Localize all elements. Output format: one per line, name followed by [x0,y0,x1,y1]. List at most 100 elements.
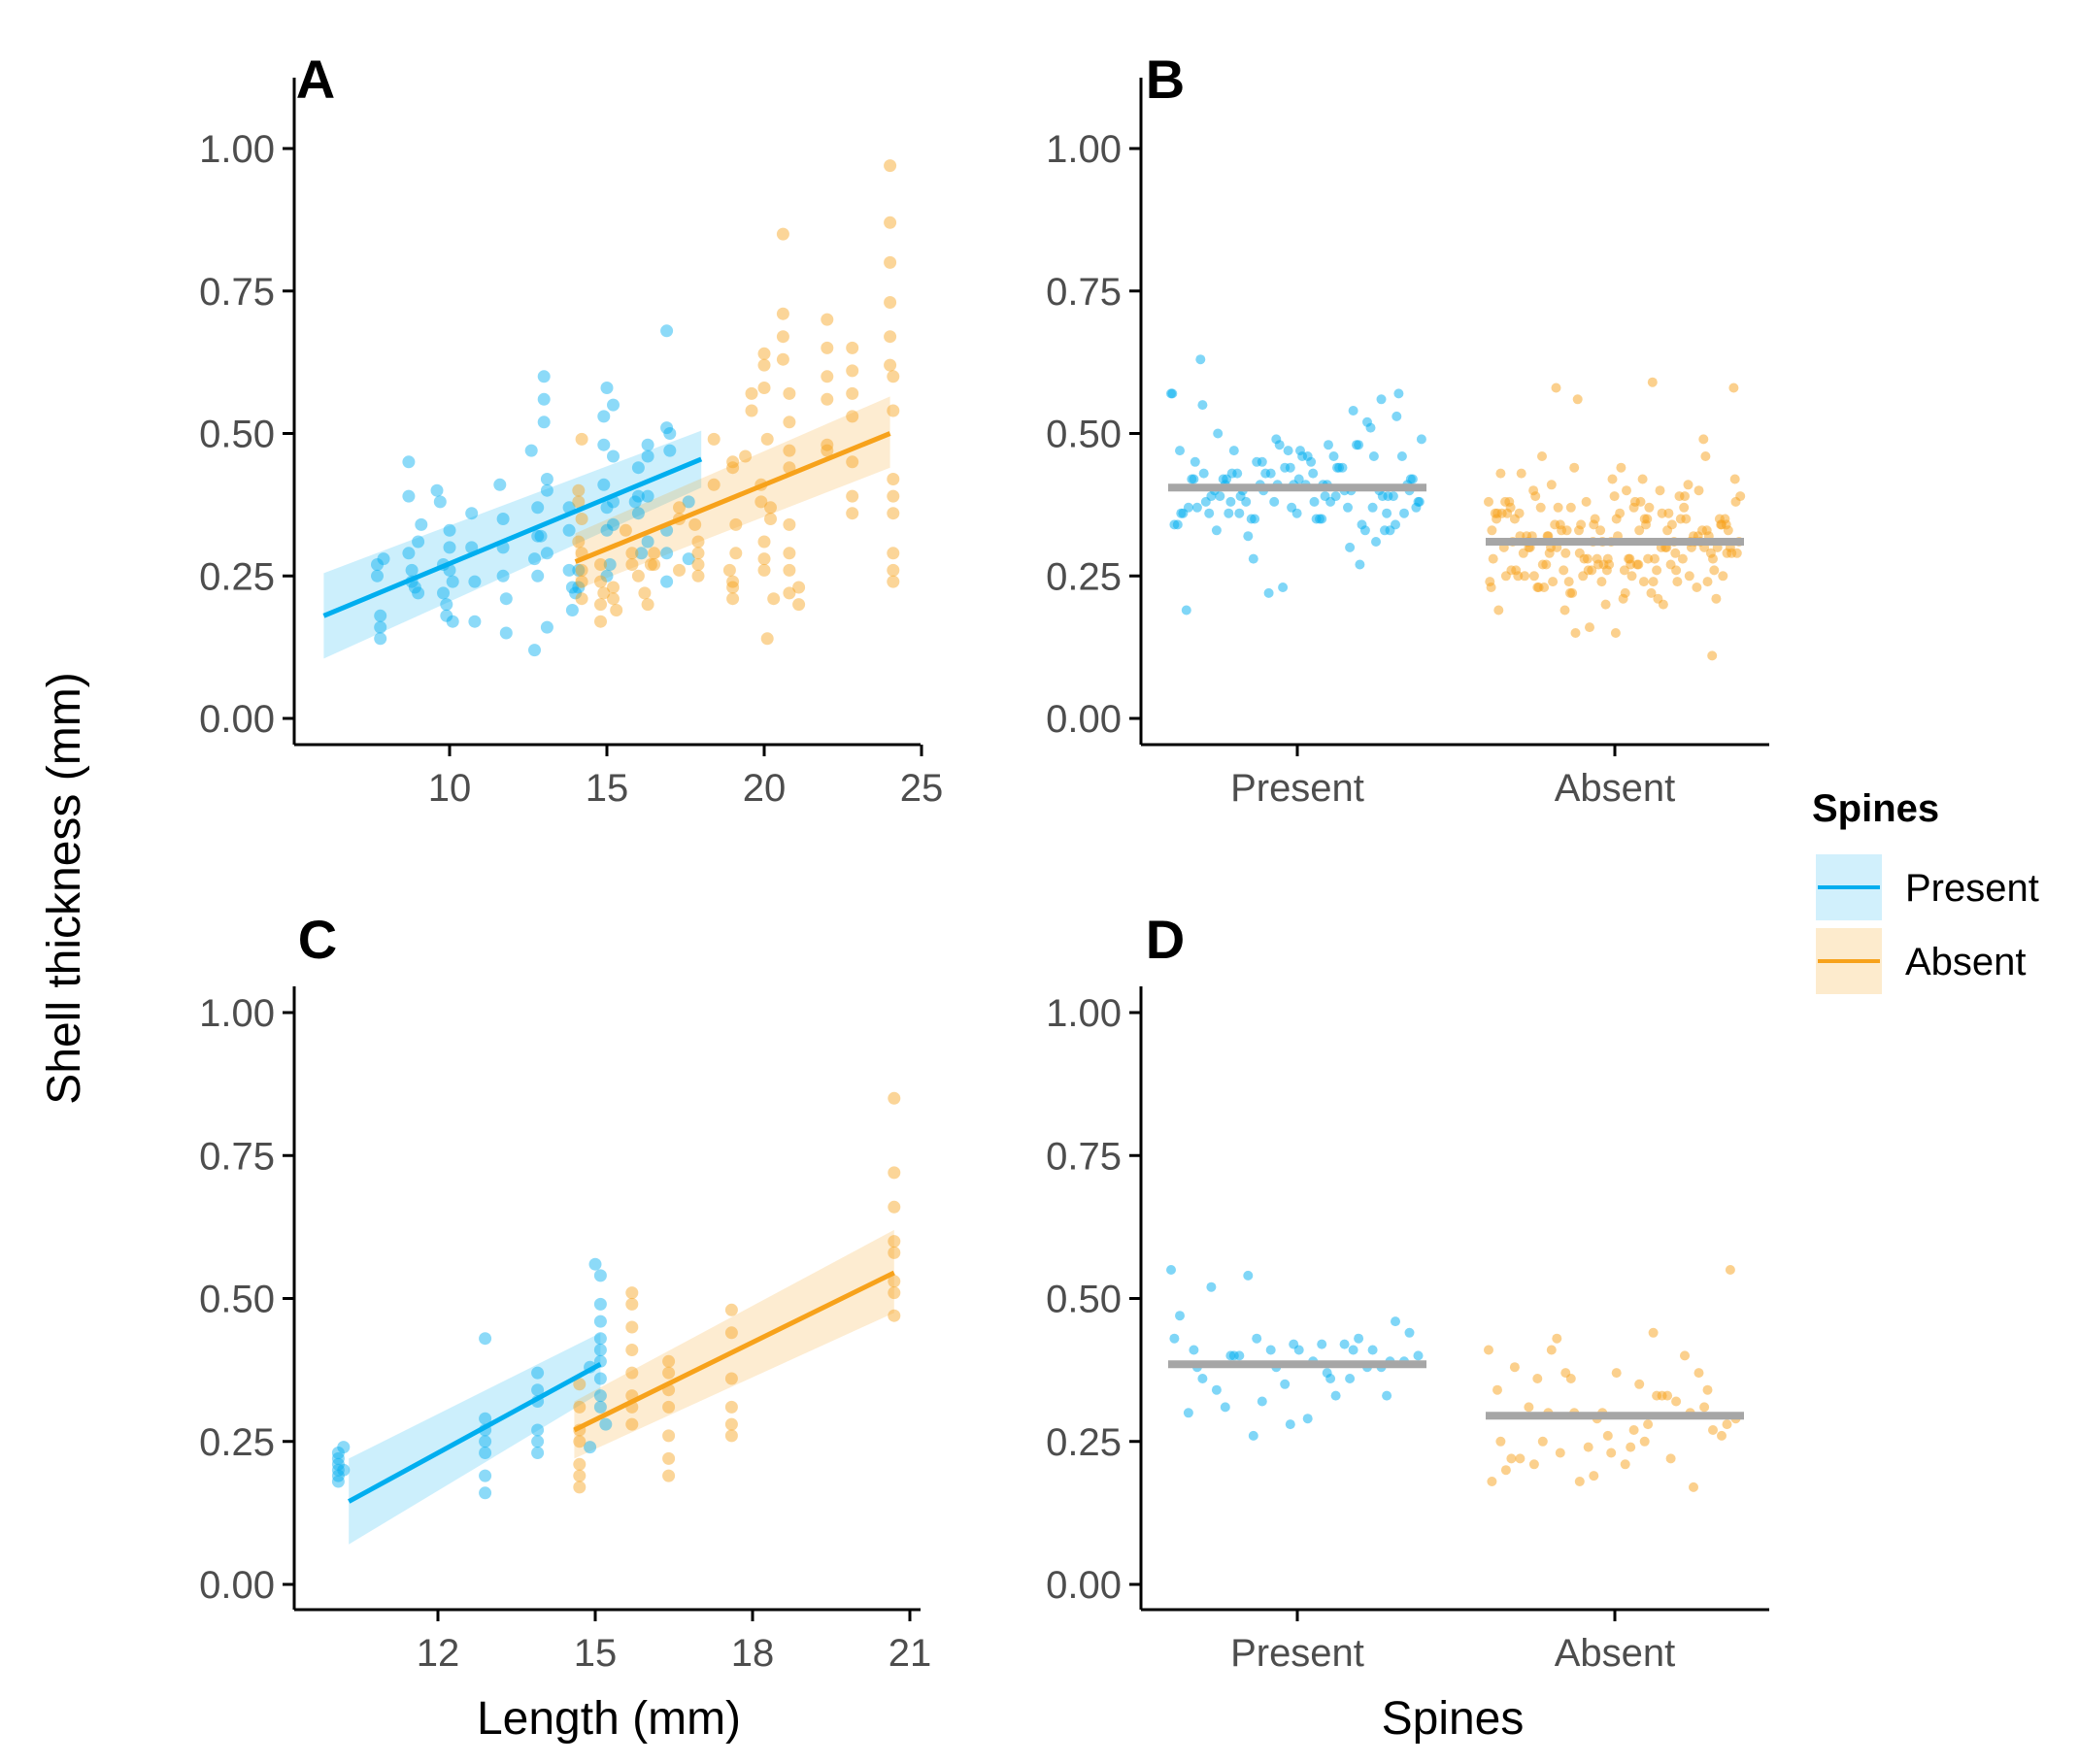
x-tick-label-c-12: 12 [417,1632,460,1675]
point-c-absent-8 [625,1297,639,1311]
point-d-absent-13 [1492,1384,1502,1395]
point-d-present-25 [1280,1379,1291,1389]
point-d-present-13 [1175,1311,1185,1321]
legend-label-present: Present [1905,867,2039,910]
point-b-absent-26 [1500,571,1511,582]
point-b-absent-119 [1622,485,1631,496]
point-c-present-22 [593,1269,607,1282]
point-a-absent-40 [726,455,740,469]
point-a-present-30 [493,478,507,491]
point-c-present-25 [593,1332,607,1346]
point-b-absent-179 [1642,514,1653,524]
point-b-absent-102 [1493,605,1504,616]
point-c-present-26 [593,1344,607,1356]
point-a-absent-33 [722,563,736,577]
point-b-present-107 [1198,468,1209,479]
point-c-present-30 [593,1400,607,1414]
point-d-absent-10 [1528,1459,1539,1470]
point-d-absent-31 [1524,1402,1534,1413]
point-a-present-53 [600,569,614,582]
point-d-absent-19 [1671,1396,1682,1407]
point-c-absent-5 [573,1469,587,1482]
point-b-absent-155 [1684,571,1694,582]
point-a-absent-61 [783,386,796,400]
point-a-absent-43 [745,404,758,417]
point-a-present-11 [408,581,421,594]
x-tick-label-b-absent: Absent [1555,767,1676,810]
point-a-absent-20 [631,569,645,582]
point-b-absent-167 [1537,451,1547,461]
point-c-present-28 [593,1372,607,1385]
point-c-present-31 [584,1441,597,1454]
point-a-present-68 [537,416,551,429]
point-a-absent-18 [625,547,639,560]
point-d-absent-32 [1680,1350,1690,1361]
point-c-present-2 [331,1457,345,1471]
point-b-absent-104 [1553,502,1563,513]
point-a-absent-0 [575,432,588,446]
point-b-absent-144 [1735,491,1746,502]
point-c-absent-16 [662,1366,676,1380]
point-b-present-39 [1191,502,1202,513]
point-a-absent-60 [776,227,789,241]
point-b-absent-173 [1716,519,1727,530]
point-b-absent-174 [1619,565,1629,576]
point-a-present-48 [597,410,611,423]
point-b-absent-95 [1663,508,1674,518]
point-a-absent-86 [884,330,897,344]
point-a-absent-9 [594,558,607,571]
point-b-present-29 [1399,508,1409,518]
point-d-absent-45 [1689,1481,1698,1492]
point-c-absent-19 [662,1429,676,1443]
point-a-absent-17 [619,523,632,537]
point-b-present-112 [1222,474,1232,484]
point-a-present-84 [641,535,654,549]
point-b-absent-172 [1559,605,1570,616]
point-d-present-5 [1189,1345,1199,1355]
point-a-absent-50 [757,358,771,372]
point-b-absent-138 [1557,525,1567,536]
point-b-present-61 [1343,502,1353,513]
point-a-absent-93 [887,547,900,560]
point-b-present-87 [1359,525,1370,536]
point-b-present-103 [1332,462,1342,473]
point-b-absent-124 [1644,502,1655,513]
point-d-absent-47 [1495,1436,1506,1447]
point-a-absent-78 [846,410,859,423]
point-b-absent-85 [1618,593,1628,604]
point-b-absent-24 [1693,485,1704,496]
point-a-present-51 [600,501,614,515]
fit-line-a-absent [574,431,891,564]
point-a-present-25 [446,615,459,628]
point-c-absent-35 [888,1309,901,1322]
point-b-present-104 [1235,491,1246,502]
point-d-present-23 [1220,1402,1230,1413]
point-a-absent-53 [760,632,774,646]
point-b-present-86 [1204,508,1215,518]
point-b-present-11 [1367,502,1378,513]
point-a-present-8 [402,547,416,560]
point-b-present-25 [1280,462,1291,473]
point-d-present-14 [1330,1390,1341,1401]
point-a-absent-65 [783,517,796,531]
point-a-absent-99 [707,432,721,446]
point-c-present-1 [331,1451,345,1465]
point-b-present-18 [1197,400,1208,411]
point-a-present-52 [600,523,614,537]
point-a-present-60 [660,421,674,435]
point-a-present-12 [412,586,425,600]
point-d-present-21 [1413,1350,1424,1361]
point-b-present-56 [1320,491,1330,502]
point-a-absent-36 [726,592,740,606]
point-b-absent-37 [1702,577,1713,587]
point-a-present-26 [465,507,479,520]
point-a-absent-76 [846,364,859,378]
point-a-absent-75 [846,341,859,354]
point-a-absent-51 [757,382,771,394]
legend-title: Spines [1812,787,1939,830]
point-a-absent-28 [688,517,702,531]
point-b-present-60 [1187,474,1197,484]
point-b-absent-177 [1582,553,1593,564]
x-tick-label-d-present: Present [1230,1632,1364,1675]
point-b-absent-53 [1674,491,1685,502]
